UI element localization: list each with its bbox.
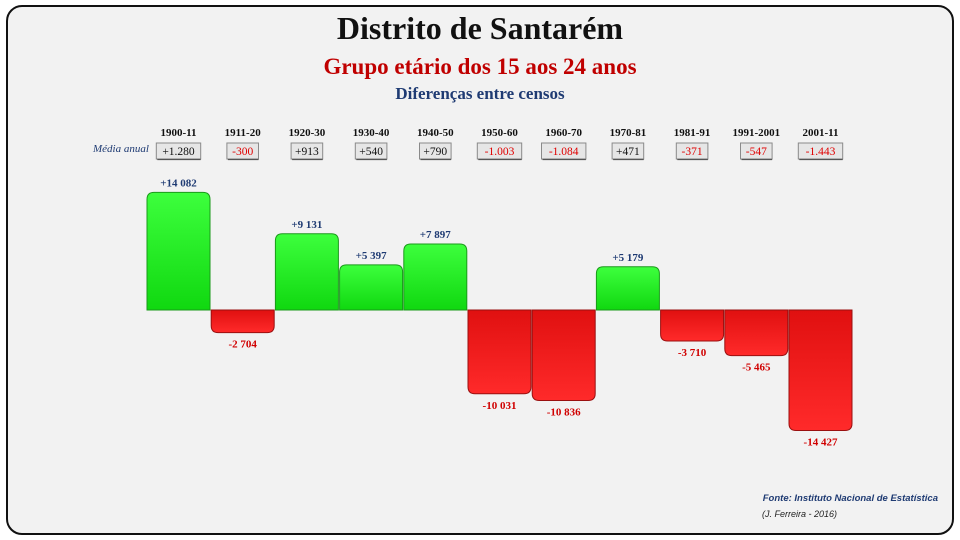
bar-1940-50 <box>403 243 468 311</box>
bar-1930-40 <box>339 264 404 311</box>
period-label: 1900-11 <box>160 127 196 139</box>
bar-1960-70 <box>531 309 596 401</box>
period-label: 1930-40 <box>353 127 390 139</box>
value-label: -5 465 <box>742 362 771 374</box>
annual-average-value: +540 <box>359 146 383 158</box>
source-note: Fonte: Instituto Nacional de Estatística <box>762 493 938 504</box>
value-label: +5 179 <box>612 252 644 264</box>
bar-1911-20 <box>210 309 275 334</box>
value-label: -2 704 <box>228 339 257 351</box>
value-label: +9 131 <box>291 219 322 231</box>
value-label: -10 836 <box>547 406 581 418</box>
bar-1900-11 <box>146 191 211 311</box>
bar-1991-2001 <box>724 309 789 357</box>
period-label: 1981-91 <box>674 127 711 139</box>
bar-2001-11 <box>788 309 853 431</box>
annual-average-value: -1.084 <box>549 146 579 158</box>
bar-1950-60 <box>467 309 532 395</box>
period-label: 1911-20 <box>225 127 262 139</box>
bar-1970-81 <box>595 266 660 311</box>
annual-average-value: -300 <box>232 146 253 158</box>
annual-average-value: -371 <box>682 146 703 158</box>
annual-average-value: +1.280 <box>162 146 195 158</box>
annual-average-value: -1.003 <box>485 146 515 158</box>
period-label: 1991-2001 <box>732 127 780 139</box>
period-label: 1970-81 <box>610 127 647 139</box>
chart-subtitle: Grupo etário dos 15 aos 24 anos <box>323 54 637 79</box>
annual-average-value: -547 <box>746 146 767 158</box>
author-credit: (J. Ferreira - 2016) <box>762 509 838 519</box>
period-label: 1940-50 <box>417 127 454 139</box>
annual-average-value: -1.443 <box>806 146 836 158</box>
annual-average-value: +913 <box>295 146 319 158</box>
period-label: 1960-70 <box>545 127 582 139</box>
value-label: -14 427 <box>804 436 838 448</box>
period-label: 1920-30 <box>289 127 326 139</box>
chart-subsubtitle: Diferenças entre censos <box>395 84 565 103</box>
value-label: -3 710 <box>678 347 707 359</box>
chart-title: Distrito de Santarém <box>336 10 624 46</box>
value-label: +7 897 <box>420 229 452 241</box>
bar-1920-30 <box>274 233 339 311</box>
annual-average-value: +471 <box>616 146 640 158</box>
value-label: +5 397 <box>356 250 388 262</box>
period-label: 2001-11 <box>802 127 838 139</box>
annual-average-value: +790 <box>423 146 447 158</box>
period-label: 1950-60 <box>481 127 518 139</box>
value-label: +14 082 <box>160 177 197 189</box>
bar-1981-91 <box>660 309 725 342</box>
value-label: -10 031 <box>483 400 517 412</box>
annual-average-label: Média anual <box>93 143 149 155</box>
